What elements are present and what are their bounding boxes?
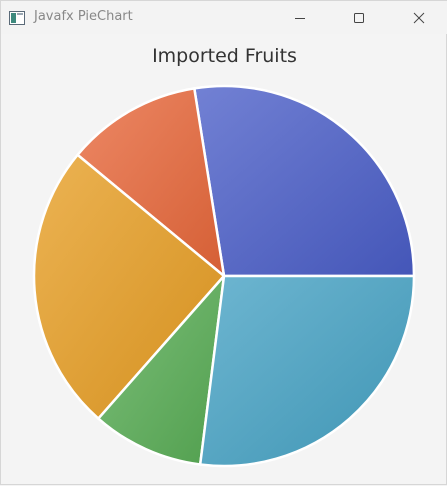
close-button[interactable] xyxy=(396,1,442,34)
pie-slice-2[interactable] xyxy=(76,87,226,278)
pie-chart xyxy=(32,84,416,468)
java-window-icon xyxy=(9,10,25,25)
window-title: Javafx PieChart xyxy=(34,9,133,24)
pie-slice-3[interactable] xyxy=(32,153,226,420)
chart-title: Imported Fruits xyxy=(152,45,297,67)
pie-slice-4[interactable] xyxy=(97,274,226,466)
pie-slice-1[interactable] xyxy=(193,84,416,278)
close-icon xyxy=(413,12,425,24)
maximize-button[interactable] xyxy=(336,1,382,34)
pie-slice-5[interactable] xyxy=(198,274,416,468)
title-bar[interactable]: Javafx PieChart xyxy=(1,1,447,34)
minimize-button[interactable] xyxy=(277,1,323,34)
maximize-icon xyxy=(353,12,365,24)
minimize-icon xyxy=(294,12,306,24)
